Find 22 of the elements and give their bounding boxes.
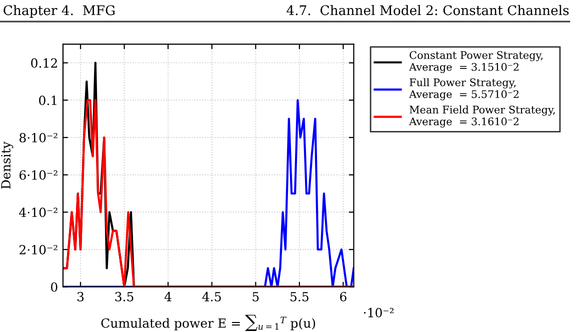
x-tick-label: 3.5 <box>115 292 134 302</box>
y-tick-label: 2·10⁻² <box>20 244 58 254</box>
y-axis-title: Density <box>1 142 14 189</box>
text: Chapter 4. MFG <box>4 4 115 18</box>
x-tick-label: 4.5 <box>202 292 221 302</box>
y-tick-label: 0.12 <box>31 58 57 68</box>
x-tick-label: 3 <box>77 292 84 302</box>
x-tick-label: 4 <box>164 292 172 302</box>
x-axis-title: Cumulated power E = ∑$_{u=1}$$^{T}$ p(u) <box>101 314 316 332</box>
y-tick-label: 6·10⁻² <box>20 170 58 180</box>
legend-label: Constant Power Strategy, Average = 3.1510⁻2 <box>409 51 543 73</box>
x-tick-label: 6 <box>340 292 346 302</box>
x-tick-label: 5 <box>252 292 259 302</box>
y-tick-label: 0 <box>51 282 58 292</box>
text: 4.7. Channel Model 2: Constant Channels <box>286 4 569 16</box>
y-tick-label: 4·10⁻² <box>19 208 58 218</box>
y-tick-label: 8·10⁻² <box>20 132 58 142</box>
legend-label: Full Power Strategy, Average = 5.5710⁻2 <box>409 78 519 100</box>
legend-label: Mean Field Power Strategy, Average = 3.1610⁻2 <box>409 105 555 128</box>
y-tick-label: 0.1 <box>39 96 56 106</box>
text: ·10⁻² <box>364 308 394 318</box>
x-tick-label: 5.5 <box>290 292 308 302</box>
